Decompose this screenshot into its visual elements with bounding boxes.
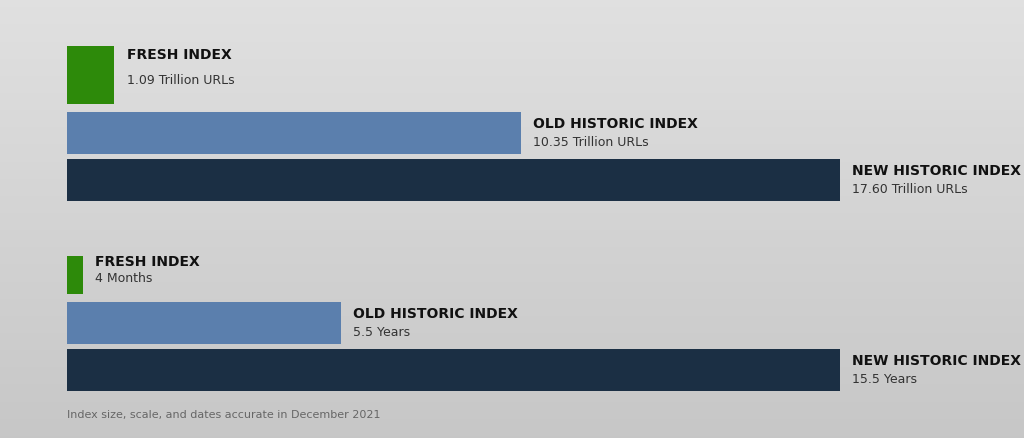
Text: OLD HISTORIC INDEX: OLD HISTORIC INDEX	[353, 307, 518, 321]
Text: NEW HISTORIC INDEX: NEW HISTORIC INDEX	[852, 354, 1021, 368]
Bar	[67, 256, 83, 294]
Bar	[67, 112, 521, 154]
Text: 4 Months: 4 Months	[95, 272, 153, 285]
Bar	[67, 349, 840, 391]
Text: 15.5 Years: 15.5 Years	[852, 373, 916, 386]
Text: FRESH INDEX: FRESH INDEX	[127, 48, 231, 62]
Bar	[67, 159, 840, 201]
Text: 17.60 Trillion URLs: 17.60 Trillion URLs	[852, 183, 968, 196]
Bar	[67, 302, 341, 344]
Bar	[67, 46, 115, 104]
Text: 10.35 Trillion URLs: 10.35 Trillion URLs	[534, 136, 649, 149]
Text: 5.5 Years: 5.5 Years	[353, 326, 411, 339]
Text: 1.09 Trillion URLs: 1.09 Trillion URLs	[127, 74, 234, 87]
Text: Index size, scale, and dates accurate in December 2021: Index size, scale, and dates accurate in…	[67, 410, 380, 420]
Text: FRESH INDEX: FRESH INDEX	[95, 254, 201, 268]
Text: OLD HISTORIC INDEX: OLD HISTORIC INDEX	[534, 117, 698, 131]
Text: NEW HISTORIC INDEX: NEW HISTORIC INDEX	[852, 164, 1021, 178]
